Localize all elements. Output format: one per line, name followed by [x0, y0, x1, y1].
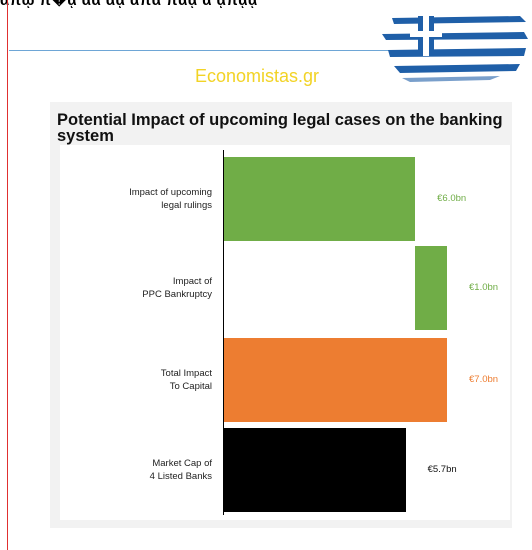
greek-flag-icon — [382, 16, 528, 82]
bar-2 — [415, 246, 447, 330]
header-divider — [9, 50, 399, 51]
chart-title: Potential Impact of upcoming legal cases… — [57, 111, 503, 145]
category-label-wrap: Impact of upcoming legal rulings — [82, 157, 212, 241]
y-axis-line — [223, 150, 224, 515]
bar-1 — [224, 157, 416, 241]
site-name[interactable]: Economistas.gr — [195, 66, 320, 86]
category-label-wrap: Total Impact To Capital — [82, 338, 212, 422]
category-label: Impact of upcoming legal rulings — [129, 187, 212, 211]
cropped-top-text: ἀπῳ π�ᾳ ἀἀ ἀᾳ ἀπἀ πἀᾳ ἀ ᾳπᾳᾳ — [0, 0, 258, 9]
category-label-wrap: Market Cap of 4 Listed Banks — [82, 428, 212, 512]
page-border-line — [7, 0, 8, 550]
category-label: Market Cap of 4 Listed Banks — [149, 458, 212, 482]
category-label-wrap: Impact of PPC Bankruptcy — [82, 246, 212, 330]
value-label: €7.0bn — [469, 374, 499, 385]
category-label: Impact of PPC Bankruptcy — [142, 276, 212, 300]
bar-3 — [224, 338, 447, 422]
category-label: Total Impact To Capital — [160, 368, 212, 392]
value-label: €6.0bn — [437, 193, 467, 204]
bar-4 — [224, 428, 406, 512]
value-label: €5.7bn — [427, 464, 457, 475]
value-label: €1.0bn — [469, 282, 499, 293]
